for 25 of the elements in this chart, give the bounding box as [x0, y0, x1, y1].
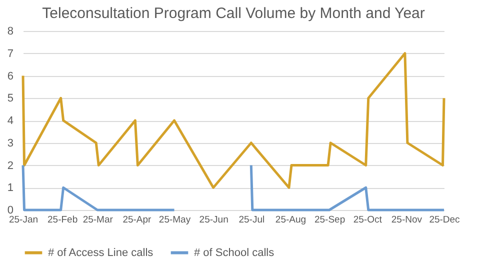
- x-tick-label: 25-Jan: [8, 214, 38, 226]
- y-tick-label: 6: [7, 70, 14, 82]
- y-tick-label: 2: [7, 160, 14, 172]
- y-tick-label: 4: [7, 115, 14, 127]
- y-tick-label: 5: [7, 92, 14, 105]
- x-tick-label: 25-Apr: [122, 214, 152, 226]
- y-tick-label: 7: [7, 48, 14, 60]
- x-tick-label: 25-Oct: [353, 214, 382, 226]
- x-tick-label: 25-Sep: [314, 214, 346, 226]
- x-tick-label: 25-Nov: [391, 214, 422, 226]
- x-tick-label: 25-Jul: [238, 214, 265, 226]
- legend-label: # of Access Line calls: [48, 246, 154, 259]
- y-tick-label: 1: [7, 182, 14, 194]
- line-series: [22, 52, 446, 189]
- x-tick-label: 25-Dec: [429, 214, 460, 226]
- x-tick-label: 25-Feb: [48, 214, 78, 226]
- y-tick-label: 8: [7, 26, 14, 38]
- x-tick-label: 25-Jun: [199, 214, 228, 226]
- x-tick-label: 25-May: [158, 214, 191, 226]
- y-tick-label: 0: [7, 204, 14, 216]
- x-tick-label: 25-Mar: [82, 214, 113, 226]
- x-tick-label: 25-Aug: [275, 214, 306, 226]
- y-tick-label: 3: [7, 137, 14, 150]
- legend-label: # of School calls: [194, 246, 275, 259]
- chart-title: Teleconsultation Program Call Volume by Month and Year: [42, 5, 425, 22]
